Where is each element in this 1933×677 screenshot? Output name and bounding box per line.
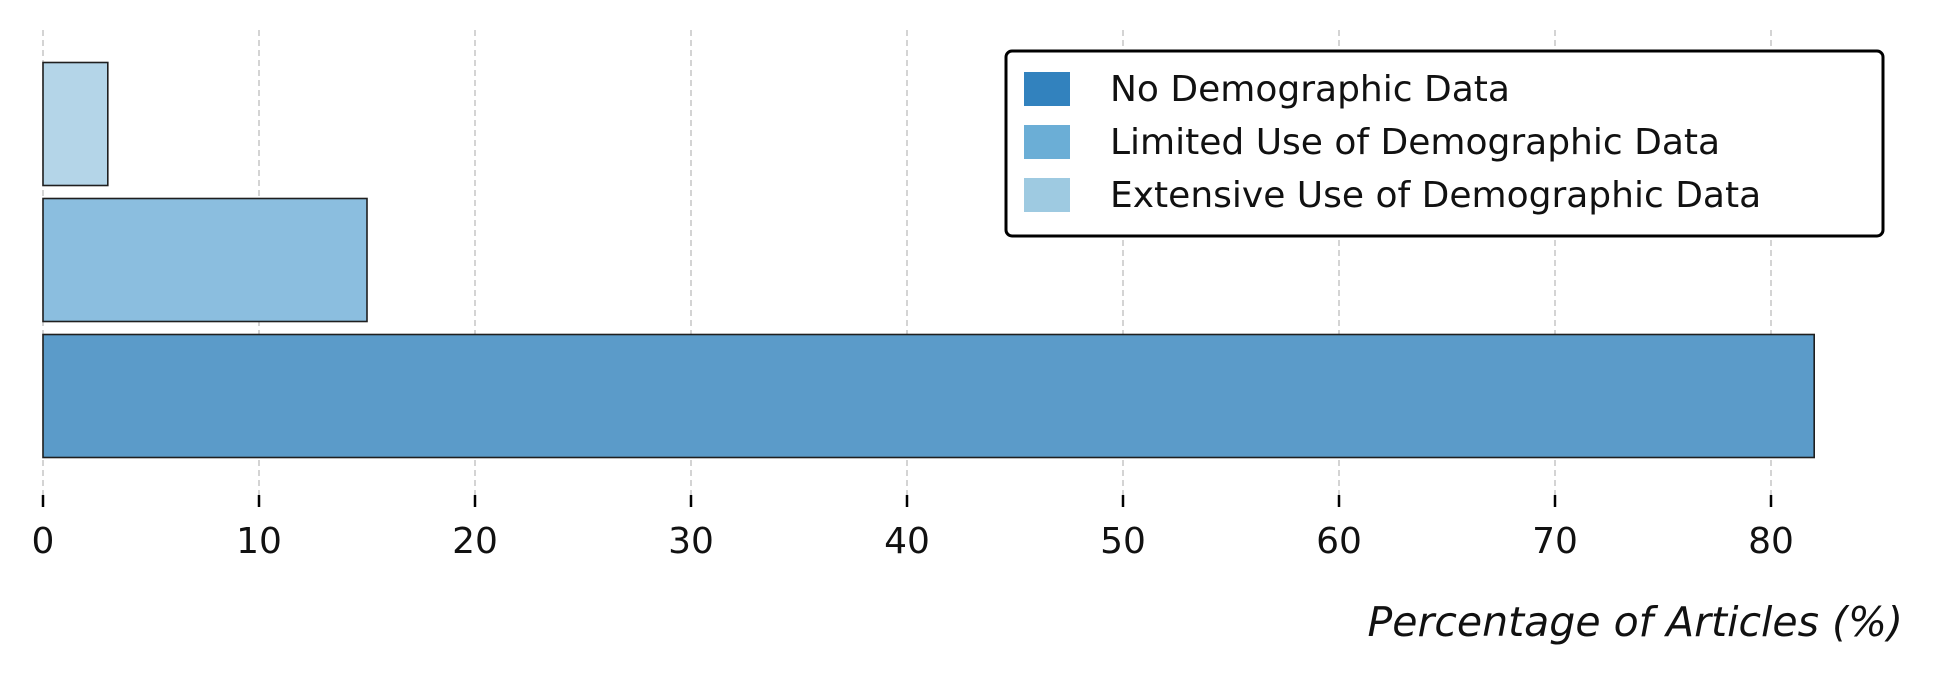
legend-label-0: No Demographic Data (1110, 69, 1510, 110)
legend-box (1004, 49, 1885, 238)
x-tick-label-20: 20 (452, 521, 498, 562)
bar-0 (42, 333, 1815, 459)
x-tick-label-30: 30 (668, 521, 714, 562)
x-tick-label-60: 60 (1316, 521, 1362, 562)
bar-layer (42, 61, 1815, 459)
x-axis-title: Percentage of Articles (%) (1368, 598, 1903, 646)
x-tick-label-70: 70 (1532, 521, 1578, 562)
legend-label-1: Limited Use of Demographic Data (1110, 122, 1720, 163)
x-tick-label-40: 40 (884, 521, 930, 562)
legend-label-2: Extensive Use of Demographic Data (1110, 175, 1761, 216)
legend: No Demographic Data Limited Use of Demogr… (1004, 49, 1885, 238)
legend-swatch-1 (1024, 125, 1070, 159)
x-axis: 0 10 20 30 40 50 60 70 80 (32, 495, 1794, 562)
bar-2 (42, 61, 109, 187)
legend-swatch-2 (1024, 178, 1070, 212)
x-tick-label-50: 50 (1100, 521, 1146, 562)
x-tick-label-10: 10 (236, 521, 282, 562)
x-tick-label-0: 0 (32, 521, 55, 562)
legend-swatch-0 (1024, 72, 1070, 106)
bar-1 (42, 197, 368, 323)
x-tick-label-80: 80 (1748, 521, 1794, 562)
